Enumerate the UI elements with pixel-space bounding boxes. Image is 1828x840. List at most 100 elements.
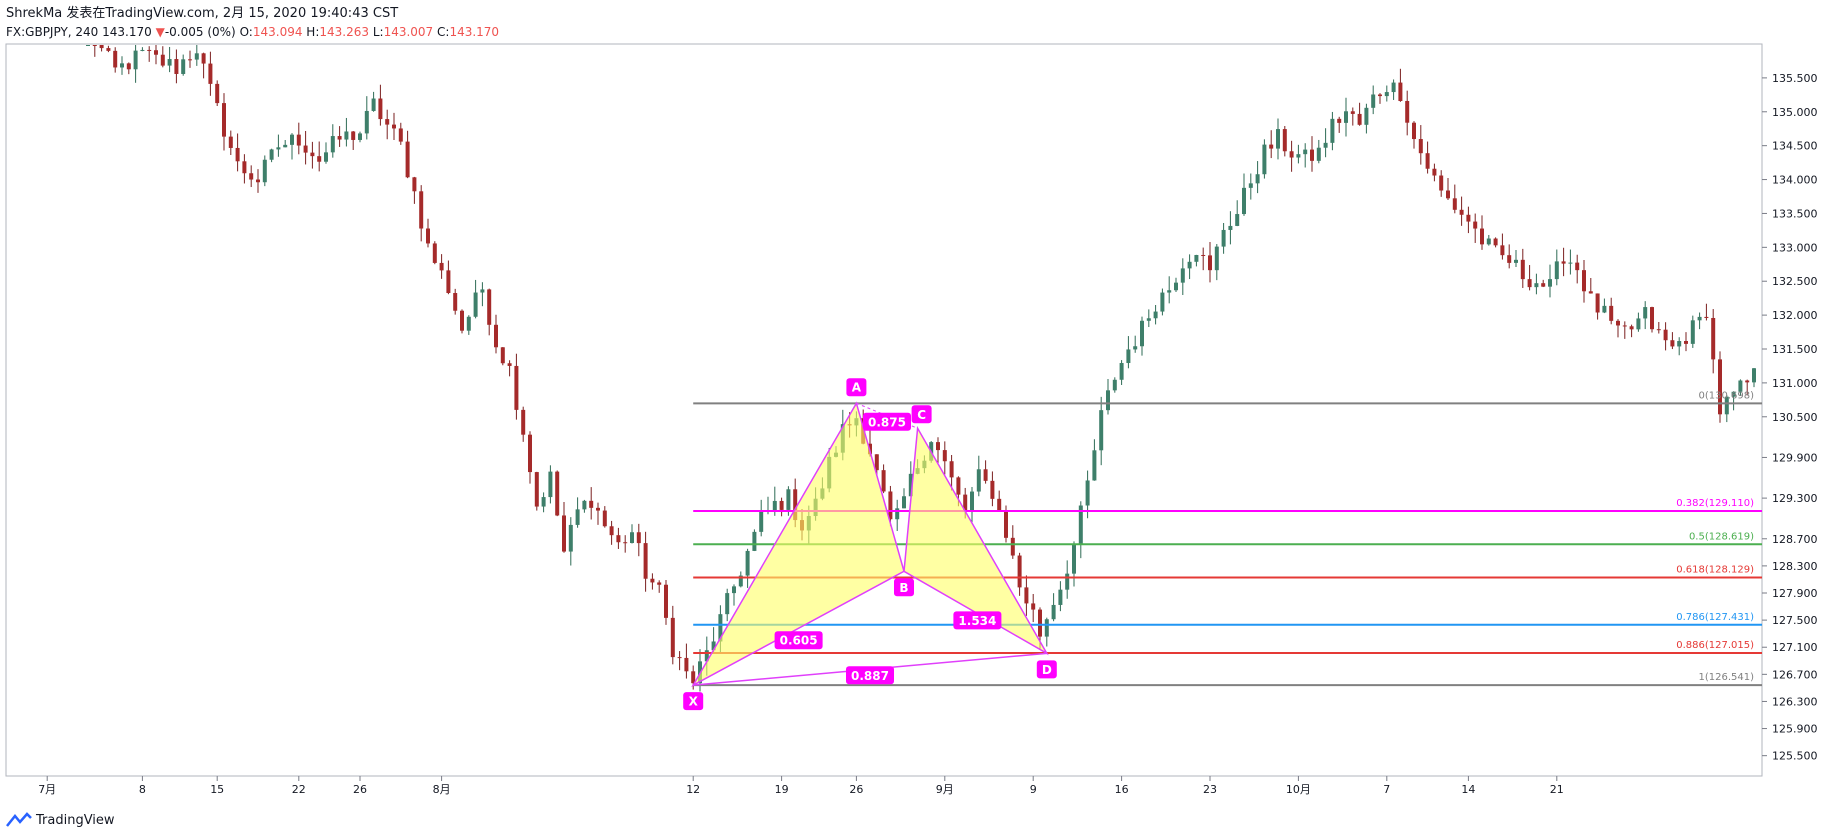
candle[interactable] [1140,316,1144,356]
candle[interactable] [317,141,322,172]
candle[interactable] [664,580,668,625]
candle[interactable] [398,122,403,145]
candle[interactable] [1690,315,1695,348]
candle[interactable] [385,109,390,140]
candle[interactable] [1201,247,1206,271]
candle[interactable] [1568,249,1573,275]
candle[interactable] [1174,277,1178,292]
candle[interactable] [942,441,947,475]
candle[interactable] [480,282,485,307]
candle[interactable] [1282,126,1287,157]
candle[interactable] [371,91,376,112]
candle[interactable] [616,527,621,549]
candle[interactable] [1711,309,1716,374]
candle[interactable] [990,471,995,507]
candle[interactable] [1493,237,1498,248]
candle[interactable] [1371,85,1376,115]
candle[interactable] [528,431,532,484]
candle[interactable] [1541,279,1546,288]
candle[interactable] [446,260,451,295]
candle[interactable] [562,502,566,553]
candle[interactable] [970,486,974,524]
candle[interactable] [419,185,424,242]
candle[interactable] [997,490,1002,511]
candle[interactable] [1446,177,1450,201]
candle[interactable] [983,460,988,484]
candle[interactable] [1337,116,1342,133]
candle[interactable] [602,506,607,528]
candle[interactable] [1303,143,1308,168]
candle[interactable] [1636,312,1641,332]
candle[interactable] [222,93,226,151]
candle[interactable] [364,96,369,140]
candle[interactable] [630,524,634,544]
candle[interactable] [92,45,97,57]
candle[interactable] [1582,259,1586,303]
candle[interactable] [902,488,906,509]
candle[interactable] [1500,233,1505,260]
pattern-point-c-label[interactable]: C [911,405,932,424]
candle[interactable] [657,580,662,593]
candle[interactable] [276,134,281,157]
candle[interactable] [1119,360,1124,385]
candle[interactable] [188,50,192,68]
candle[interactable] [1072,541,1076,587]
candle[interactable] [534,471,539,511]
candle[interactable] [738,571,743,588]
candle[interactable] [582,499,587,513]
candle[interactable] [330,124,335,158]
candle[interactable] [636,523,641,557]
candle[interactable] [1316,139,1321,164]
pattern-point-a-label[interactable]: A [846,378,867,397]
candle[interactable] [1650,306,1654,333]
candle[interactable] [1670,332,1675,350]
candle[interactable] [1221,222,1226,254]
candle[interactable] [589,487,594,520]
candle[interactable] [1548,264,1552,298]
candle[interactable] [1459,196,1464,226]
candle[interactable] [507,360,512,377]
candle[interactable] [1486,234,1491,246]
harmonic-pattern[interactable]: X A B C D 0.605 0.875 1.534 0.887 [683,378,1057,711]
candle[interactable] [1242,173,1246,216]
candle[interactable] [1092,439,1097,481]
candle[interactable] [1051,593,1056,622]
candle[interactable] [487,288,492,336]
candle[interactable] [1112,377,1117,393]
candle[interactable] [1452,184,1457,214]
candle[interactable] [1344,97,1348,137]
candle[interactable] [1432,163,1437,182]
candle[interactable] [1384,85,1389,102]
candle[interactable] [1752,368,1756,388]
candle[interactable] [262,155,267,187]
candle[interactable] [1391,79,1396,100]
candle[interactable] [167,46,172,73]
candle[interactable] [378,84,383,126]
candle[interactable] [201,52,206,79]
price-axis[interactable]: 135.500 135.000 134.500 134.000 133.500 133.0… [1762,72,1818,763]
pattern-point-d-label[interactable]: D [1036,660,1057,679]
candle[interactable] [1616,319,1620,338]
candle[interactable] [358,131,362,143]
candle[interactable] [1167,276,1172,304]
ratio-cd-bc-label[interactable]: 1.534 [953,611,1002,630]
candle[interactable] [1065,560,1070,599]
candle[interactable] [1622,321,1627,339]
candle[interactable] [1418,125,1423,165]
candle[interactable] [1527,265,1532,291]
candle[interactable] [521,406,526,442]
candle[interactable] [1248,173,1253,200]
candle[interactable] [303,130,308,165]
symbol-interval[interactable]: FX:GBPJPY, 240 [6,25,99,39]
candle[interactable] [732,584,736,606]
candle[interactable] [1187,254,1192,280]
candle[interactable] [194,45,199,66]
candle[interactable] [1031,593,1036,623]
candle[interactable] [1684,332,1688,352]
candle[interactable] [1405,90,1410,136]
candle[interactable] [1704,303,1709,321]
candle[interactable] [1609,297,1614,325]
candle[interactable] [609,520,614,545]
candle[interactable] [120,56,124,75]
